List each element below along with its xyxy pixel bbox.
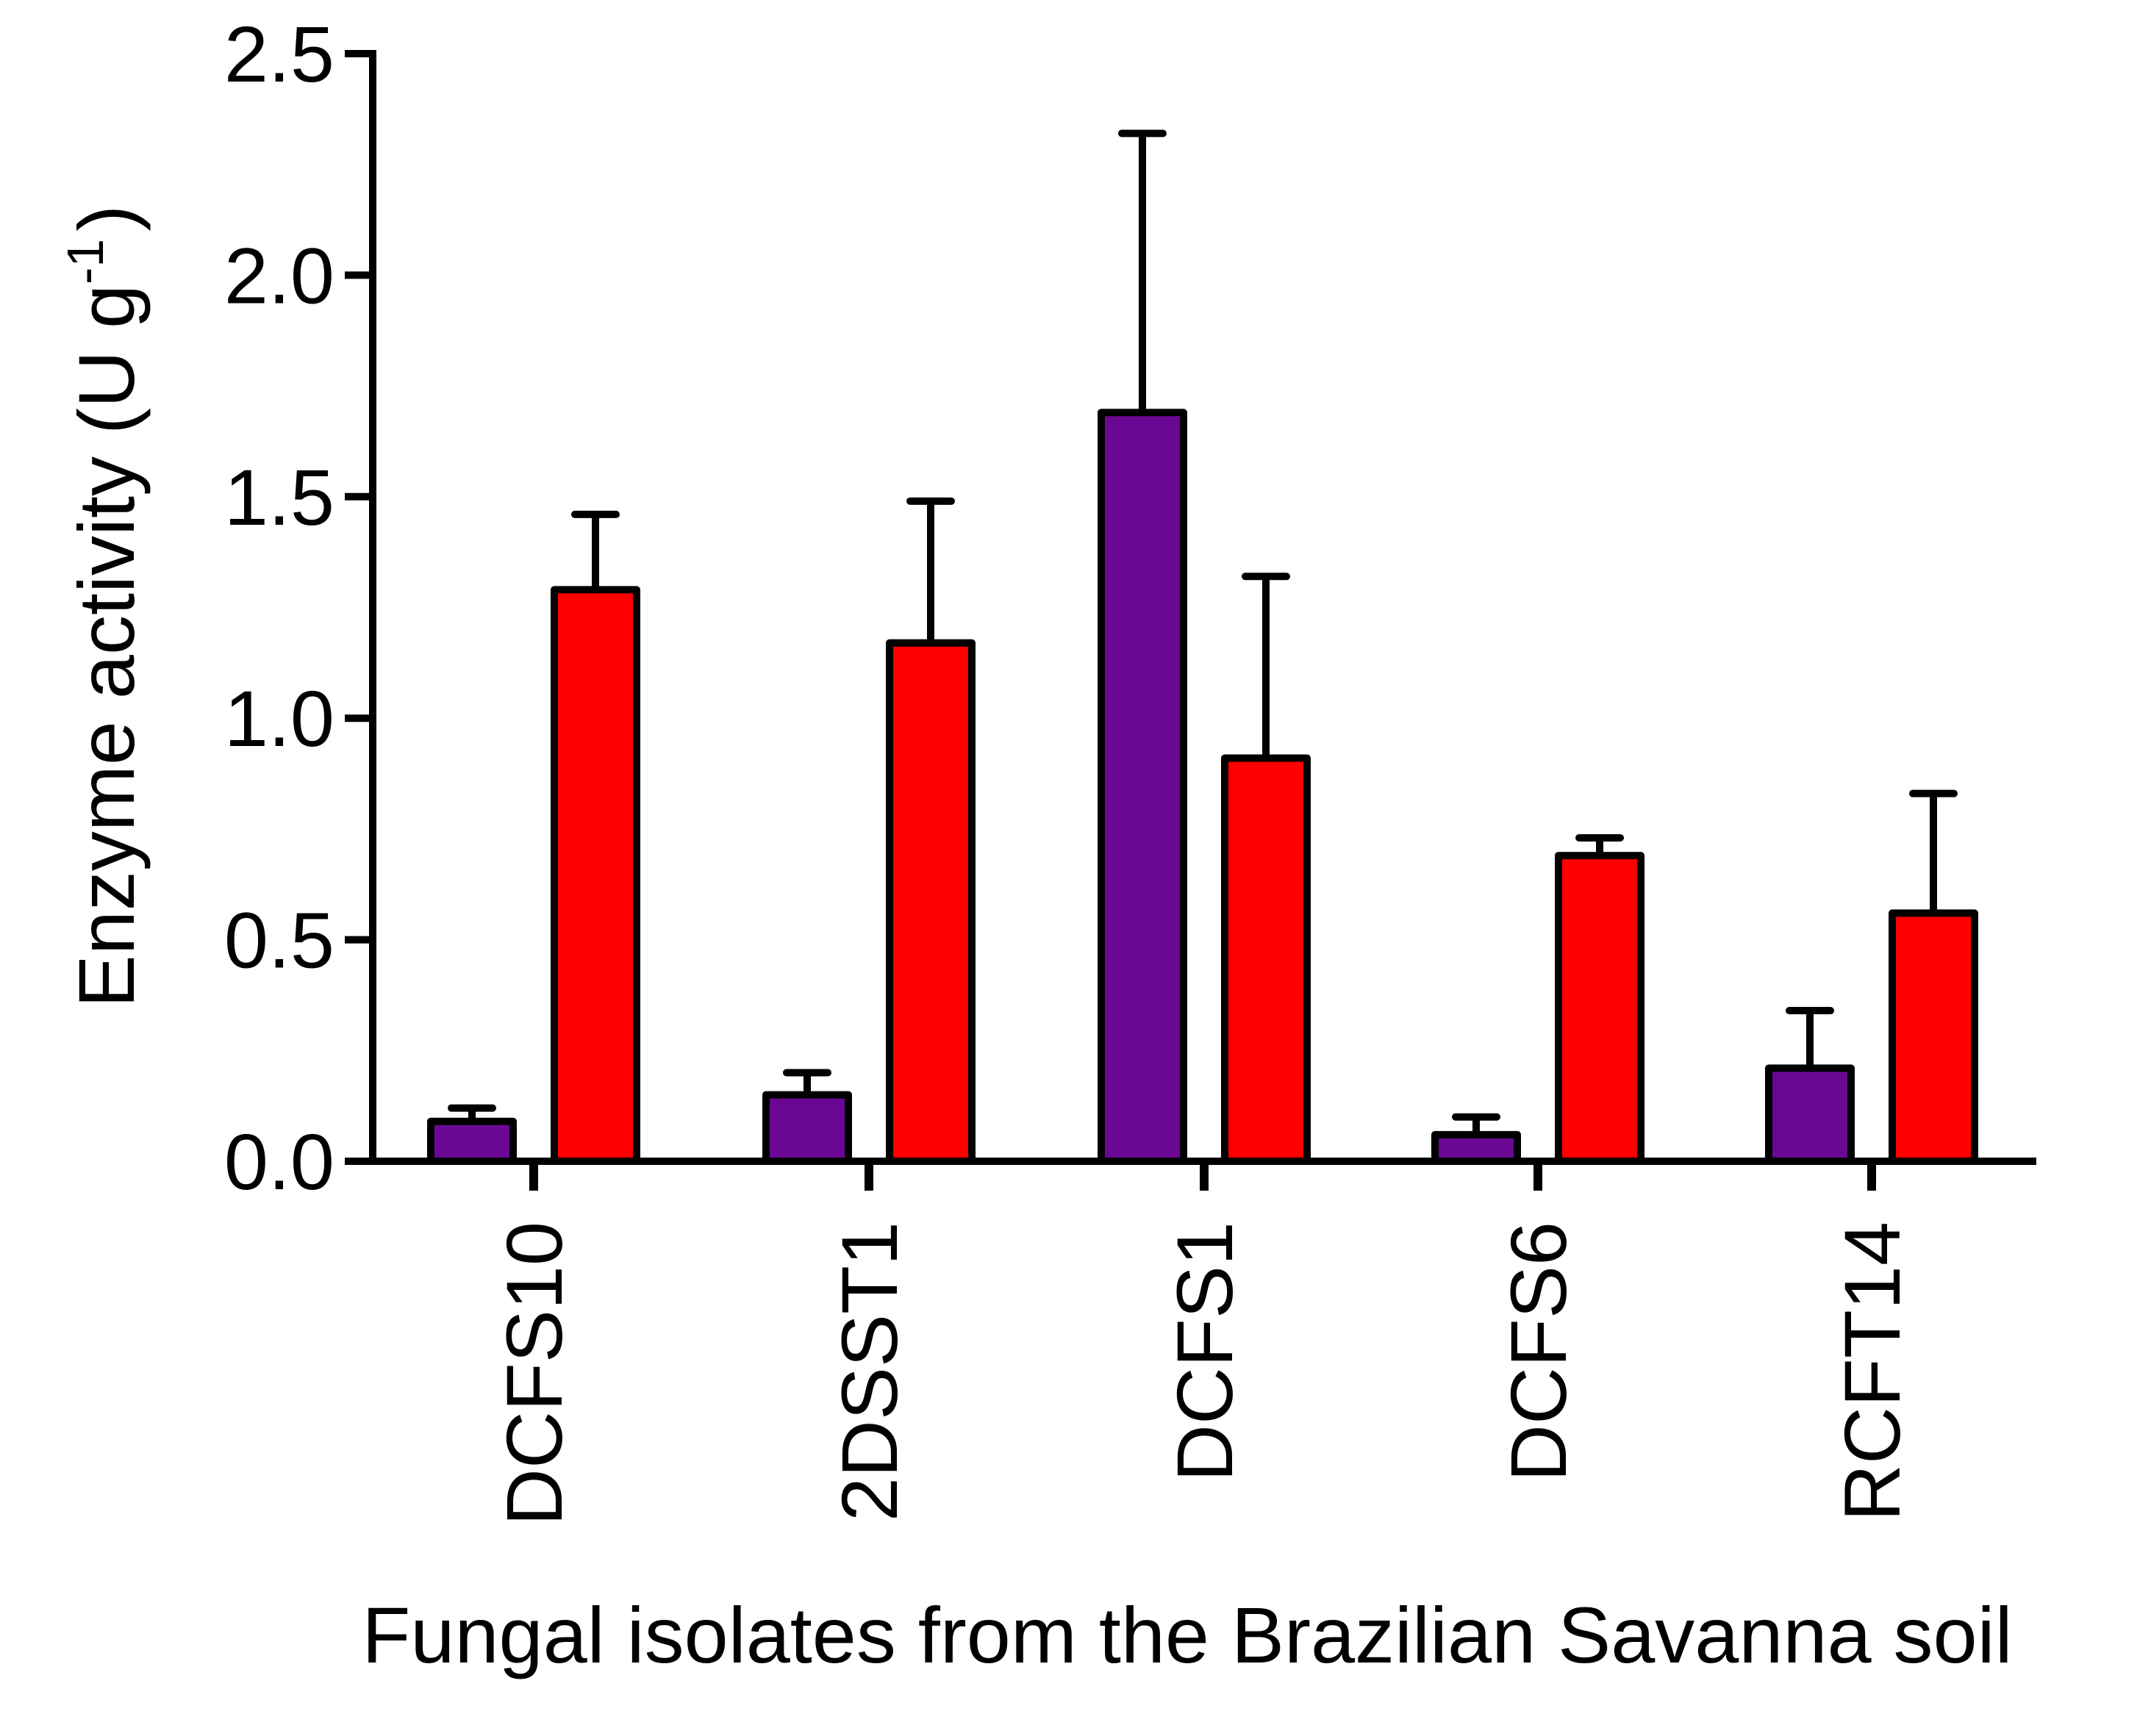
bar-rcft14-series-1 xyxy=(1765,1064,1855,1165)
y-axis-title: Enzyme activity (U g-1) xyxy=(57,205,151,1008)
x-tick-label-dcfs1: DCFS1 xyxy=(1160,1222,1249,1482)
y-tick-label: 2.0 xyxy=(224,231,334,320)
bar-dcfs6-series-2 xyxy=(1555,852,1644,1165)
x-tick-label-dcfs10: DCFS10 xyxy=(490,1222,579,1526)
bar-dcfs10-series-1 xyxy=(427,1117,517,1166)
bars-layer xyxy=(427,129,1978,1166)
y-tick-label: 0.5 xyxy=(224,896,334,985)
y-tick-label: 1.0 xyxy=(224,674,334,763)
bar-dcfs1-series-2 xyxy=(1221,754,1311,1165)
bar-dcfs1-series-1 xyxy=(1098,409,1187,1165)
x-tick-label-dcfs6: DCFS6 xyxy=(1494,1222,1583,1482)
y-tick-label: 2.5 xyxy=(224,10,334,98)
labels-layer: 0.0 0.5 1.0 1.5 2.0 2.5 DCFS10 2DSST1 DCFS1 DCFS6… xyxy=(224,10,1916,1526)
y-tick-label: 0.0 xyxy=(224,1117,334,1206)
bar-dcfs6-series-1 xyxy=(1431,1130,1521,1166)
bar-rcft14-series-2 xyxy=(1889,909,1978,1165)
x-tick-label-2dsst1: 2DSST1 xyxy=(825,1222,914,1521)
x-tick-label-rcft14: RCFT14 xyxy=(1828,1222,1916,1521)
y-axis-title-close: ) xyxy=(62,205,151,232)
y-tick-label: 1.5 xyxy=(224,453,334,542)
y-axis-title-superscript: -1 xyxy=(57,239,114,284)
x-axis-title: Fungal isolates from the Brazilian Savan… xyxy=(362,1590,2012,1679)
bar-2dsst1-series-1 xyxy=(762,1091,852,1165)
y-axis-title-main: Enzyme activity (U g xyxy=(62,284,151,1008)
bar-dcfs10-series-2 xyxy=(551,586,640,1165)
axes-layer xyxy=(345,50,2036,1191)
bar-2dsst1-series-2 xyxy=(886,639,976,1165)
